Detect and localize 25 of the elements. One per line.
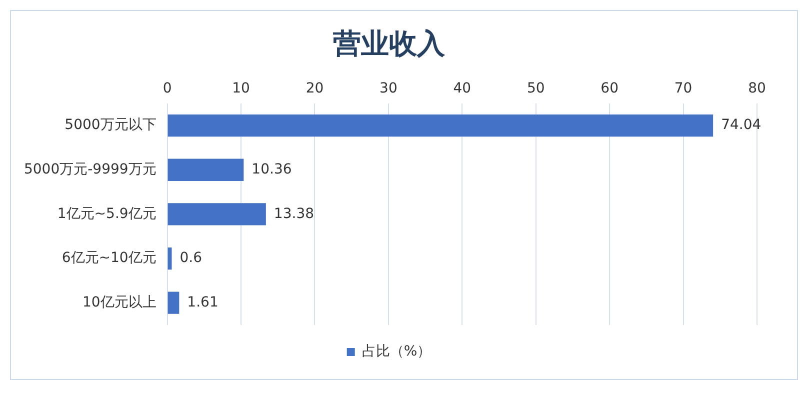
- data-label: 0.6: [180, 250, 202, 266]
- x-tick-label: 10: [232, 80, 250, 97]
- x-tick-label: 70: [674, 80, 692, 97]
- data-label: 13.38: [274, 206, 314, 222]
- y-tick-label: 1亿元~5.9亿元: [57, 206, 156, 222]
- legend-label: 占比（%）: [362, 344, 432, 360]
- bar: [168, 158, 244, 181]
- data-label: 10.36: [252, 162, 292, 178]
- bar: [168, 114, 714, 137]
- bar: [168, 203, 266, 226]
- data-label: 74.04: [721, 117, 762, 134]
- x-tick-label: 50: [526, 80, 545, 97]
- y-tick-label: 10亿元以上: [82, 294, 156, 310]
- data-label: 1.61: [187, 294, 218, 310]
- x-tick-label: 60: [600, 80, 618, 97]
- y-tick-label: 6亿元~10亿元: [62, 250, 156, 266]
- x-tick-label: 20: [306, 80, 324, 97]
- x-tick-label: 0: [162, 80, 172, 97]
- chart-title: 营业收入: [332, 27, 446, 60]
- x-tick-label: 80: [748, 80, 766, 97]
- x-tick-label: 40: [453, 80, 472, 97]
- x-tick-label: 30: [380, 80, 398, 97]
- y-tick-label: 5000万元-9999万元: [24, 162, 156, 178]
- y-tick-label: 5000万元以下: [64, 117, 156, 134]
- bar: [168, 292, 180, 314]
